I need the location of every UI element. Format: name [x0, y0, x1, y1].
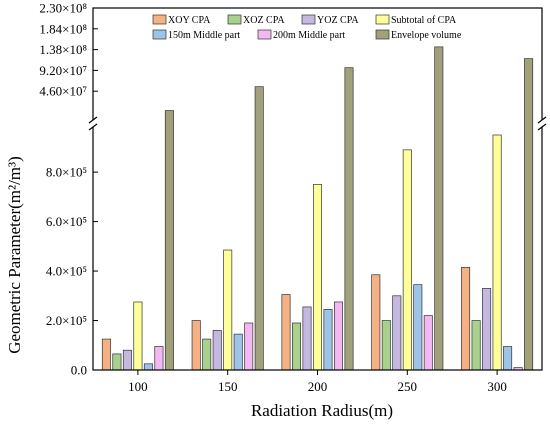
bar-xoz-cpa-150 — [202, 338, 212, 371]
bar-200m-middle-part-250 — [423, 315, 433, 371]
bar-yoz-cpa-200 — [302, 306, 312, 371]
bar-envelope-volume-300 — [524, 58, 534, 371]
bar-subtotal-of-cpa-250 — [402, 149, 412, 371]
y-tick-upper-label: 2.30×10⁸ — [39, 1, 87, 16]
bar-subtotal-of-cpa-300 — [492, 134, 502, 371]
legend-xoy-cpa-swatch — [152, 14, 167, 25]
legend-yoz-cpa-label: YOZ CPA — [317, 15, 359, 26]
x-tick-label: 100 — [128, 379, 148, 394]
bar-yoz-cpa-100 — [122, 349, 132, 371]
x-axis-title: Radiation Radius(m) — [251, 401, 393, 420]
bar-subtotal-of-cpa-200 — [313, 184, 323, 371]
y-tick-upper-label: 1.84×10⁸ — [39, 21, 87, 36]
legend-xoy-cpa-label: XOY CPA — [168, 15, 211, 26]
bar-xoz-cpa-100 — [112, 353, 122, 371]
legend-subtotal-of-cpa-label: Subtotal of CPA — [391, 15, 457, 26]
legend-150m-middle-part-label: 150m Middle part — [168, 30, 240, 41]
x-tick-label: 200 — [308, 379, 328, 394]
y-tick-lower-label: 6.0×10⁵ — [46, 214, 87, 229]
legend-xoz-cpa-label: XOZ CPA — [243, 15, 285, 26]
legend-subtotal-of-cpa-swatch — [375, 14, 390, 25]
bar-xoz-cpa-300 — [471, 320, 481, 371]
bar-150m-middle-part-100 — [143, 363, 153, 371]
bar-xoy-cpa-300 — [461, 266, 471, 371]
bar-envelope-volume-150 — [254, 86, 264, 371]
bar-xoz-cpa-200 — [292, 322, 302, 371]
bar-yoz-cpa-300 — [482, 288, 492, 371]
bar-xoy-cpa-200 — [281, 294, 291, 371]
legend: XOY CPA XOZ CPA YOZ CPA Subtotal of CPA 150m… — [152, 14, 462, 41]
y-tick-upper-label: 4.60×10⁷ — [39, 84, 87, 99]
legend-200m-middle-part-label: 200m Middle part — [273, 30, 345, 41]
bar-200m-middle-part-100 — [154, 346, 164, 371]
bar-envelope-volume-250 — [434, 46, 444, 371]
bar-xoy-cpa-150 — [191, 320, 201, 371]
legend-yoz-cpa-swatch — [301, 14, 316, 25]
x-tick-label: 150 — [218, 379, 238, 394]
legend-envelope-volume-swatch — [375, 29, 390, 40]
bar-xoy-cpa-100 — [101, 338, 111, 371]
bar-envelope-volume-200 — [344, 67, 354, 371]
x-tick-label: 300 — [487, 379, 507, 394]
legend-envelope-volume-label: Envelope volume — [391, 30, 462, 41]
bar-150m-middle-part-200 — [323, 309, 333, 371]
bar-yoz-cpa-150 — [212, 330, 222, 371]
bar-subtotal-of-cpa-150 — [223, 249, 233, 371]
axis-break-gap-right — [536, 120, 548, 127]
bar-yoz-cpa-250 — [392, 295, 402, 371]
bars-layer — [101, 46, 534, 371]
y-tick-lower-label: 2.0×10⁵ — [46, 313, 87, 328]
bar-200m-middle-part-200 — [334, 301, 344, 371]
y-tick-upper-label: 9.20×10⁷ — [39, 63, 87, 78]
y-tick-upper-label: 1.38×10⁸ — [39, 42, 87, 57]
bar-xoz-cpa-250 — [381, 320, 391, 371]
legend-xoz-cpa-swatch — [227, 14, 242, 25]
y-tick-lower-label: 4.0×10⁵ — [46, 264, 87, 279]
y-axis-title: Geometric Parameter(m²/m³) — [5, 156, 24, 354]
legend-150m-middle-part-swatch — [152, 29, 167, 40]
ticks-layer: 100 150 200 250 300 0.0 2.0×10⁵ 4.0×10⁵ 6.0×10⁵ 8… — [39, 1, 506, 395]
bar-200m-middle-part-150 — [244, 322, 254, 371]
legend-200m-middle-part-swatch — [257, 29, 272, 40]
bar-envelope-volume-100 — [164, 110, 174, 371]
bar-xoy-cpa-250 — [371, 274, 381, 371]
axis-break-slash — [88, 123, 98, 131]
bar-150m-middle-part-150 — [233, 333, 243, 371]
x-tick-label: 250 — [398, 379, 418, 394]
axis-break-gap-left — [87, 120, 99, 127]
y-tick-lower-label: 8.0×10⁵ — [46, 165, 87, 180]
axis-break-slash — [537, 123, 547, 131]
axis-break-slash — [88, 116, 98, 124]
axis-break-slash — [537, 116, 547, 124]
bar-150m-middle-part-250 — [413, 284, 423, 371]
y-tick-lower-label: 0.0 — [71, 363, 87, 378]
bar-subtotal-of-cpa-100 — [133, 301, 143, 371]
bar-150m-middle-part-300 — [503, 346, 513, 371]
